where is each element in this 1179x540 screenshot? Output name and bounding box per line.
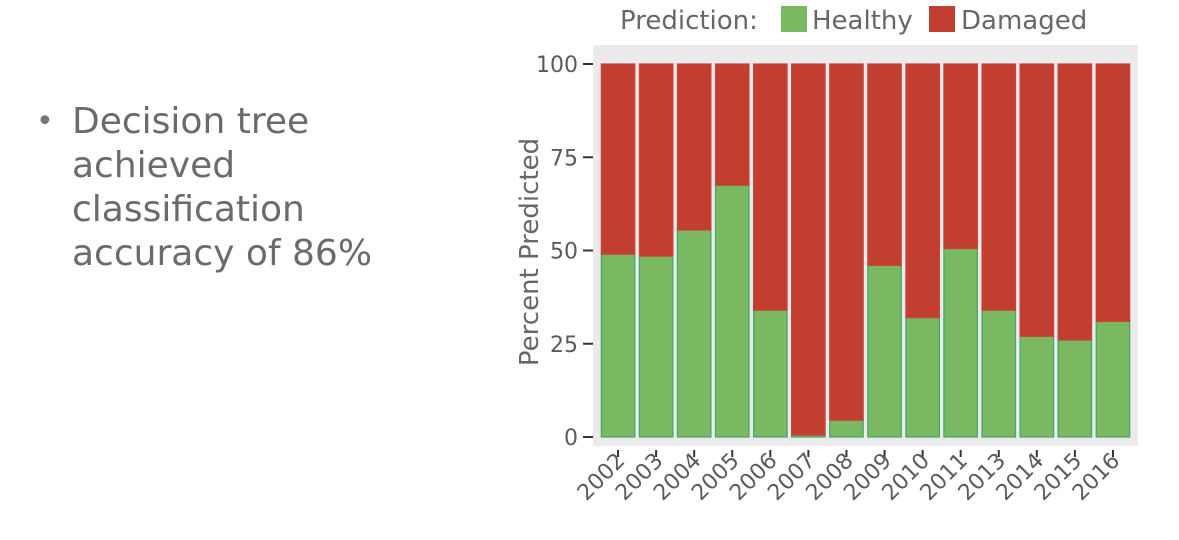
- bar-damaged-2008: [829, 63, 864, 421]
- y-tick-label-0: 0: [564, 426, 578, 451]
- bar-damaged-2011: [943, 63, 979, 250]
- bar-healthy-2016: [1095, 320, 1131, 438]
- bar-damaged-2004: [676, 63, 712, 231]
- legend: Prediction: Healthy Damaged: [620, 6, 1087, 36]
- bar-healthy-2010: [905, 317, 941, 438]
- bars-layer: [600, 63, 1131, 438]
- bar-healthy-2003: [638, 255, 674, 438]
- bar-healthy-2015: [1057, 339, 1093, 438]
- bar-damaged-2006: [752, 63, 788, 311]
- bar-damaged-2010: [905, 63, 941, 319]
- legend-label-healthy: Healthy: [812, 6, 913, 36]
- bar-healthy-2004: [676, 229, 712, 438]
- y-axis-title: Percent Predicted: [515, 138, 545, 366]
- bar-damaged-2005: [714, 63, 750, 186]
- legend-label-damaged: Damaged: [961, 6, 1087, 36]
- y-axis: 0 25 50 75 100: [536, 53, 593, 451]
- y-tick-label-75: 75: [550, 146, 578, 171]
- bar-damaged-2003: [638, 63, 674, 257]
- bar-damaged-2002: [600, 63, 636, 255]
- bar-damaged-2016: [1095, 63, 1131, 322]
- bullet-dot-icon: •: [36, 104, 54, 139]
- bar-healthy-2014: [1019, 335, 1055, 438]
- bullet-text: Decision tree achieved classification ac…: [72, 101, 373, 274]
- y-tick-label-100: 100: [536, 53, 578, 78]
- plot-panel: [593, 45, 1138, 446]
- bar-damaged-2013: [981, 63, 1017, 311]
- x-axis: 2002200320042005200620072008200920102011…: [573, 449, 1125, 506]
- y-tick-label-25: 25: [550, 333, 578, 358]
- legend-swatch-damaged: [929, 6, 955, 32]
- bar-healthy-2011: [943, 248, 979, 438]
- bullet-item: • Decision tree achieved classification …: [36, 100, 456, 276]
- bar-damaged-2009: [867, 63, 902, 266]
- legend-title: Prediction:: [620, 6, 758, 36]
- bar-damaged-2007: [790, 63, 826, 436]
- bar-healthy-2005: [714, 184, 750, 438]
- bar-healthy-2002: [600, 253, 636, 438]
- bar-damaged-2014: [1019, 63, 1055, 337]
- bar-healthy-2013: [981, 309, 1017, 438]
- y-tick-label-50: 50: [550, 240, 578, 265]
- legend-swatch-healthy: [781, 6, 807, 32]
- bar-healthy-2009: [867, 264, 902, 438]
- bar-damaged-2015: [1057, 63, 1093, 341]
- bar-healthy-2006: [752, 309, 788, 438]
- bar-healthy-2008: [829, 419, 864, 438]
